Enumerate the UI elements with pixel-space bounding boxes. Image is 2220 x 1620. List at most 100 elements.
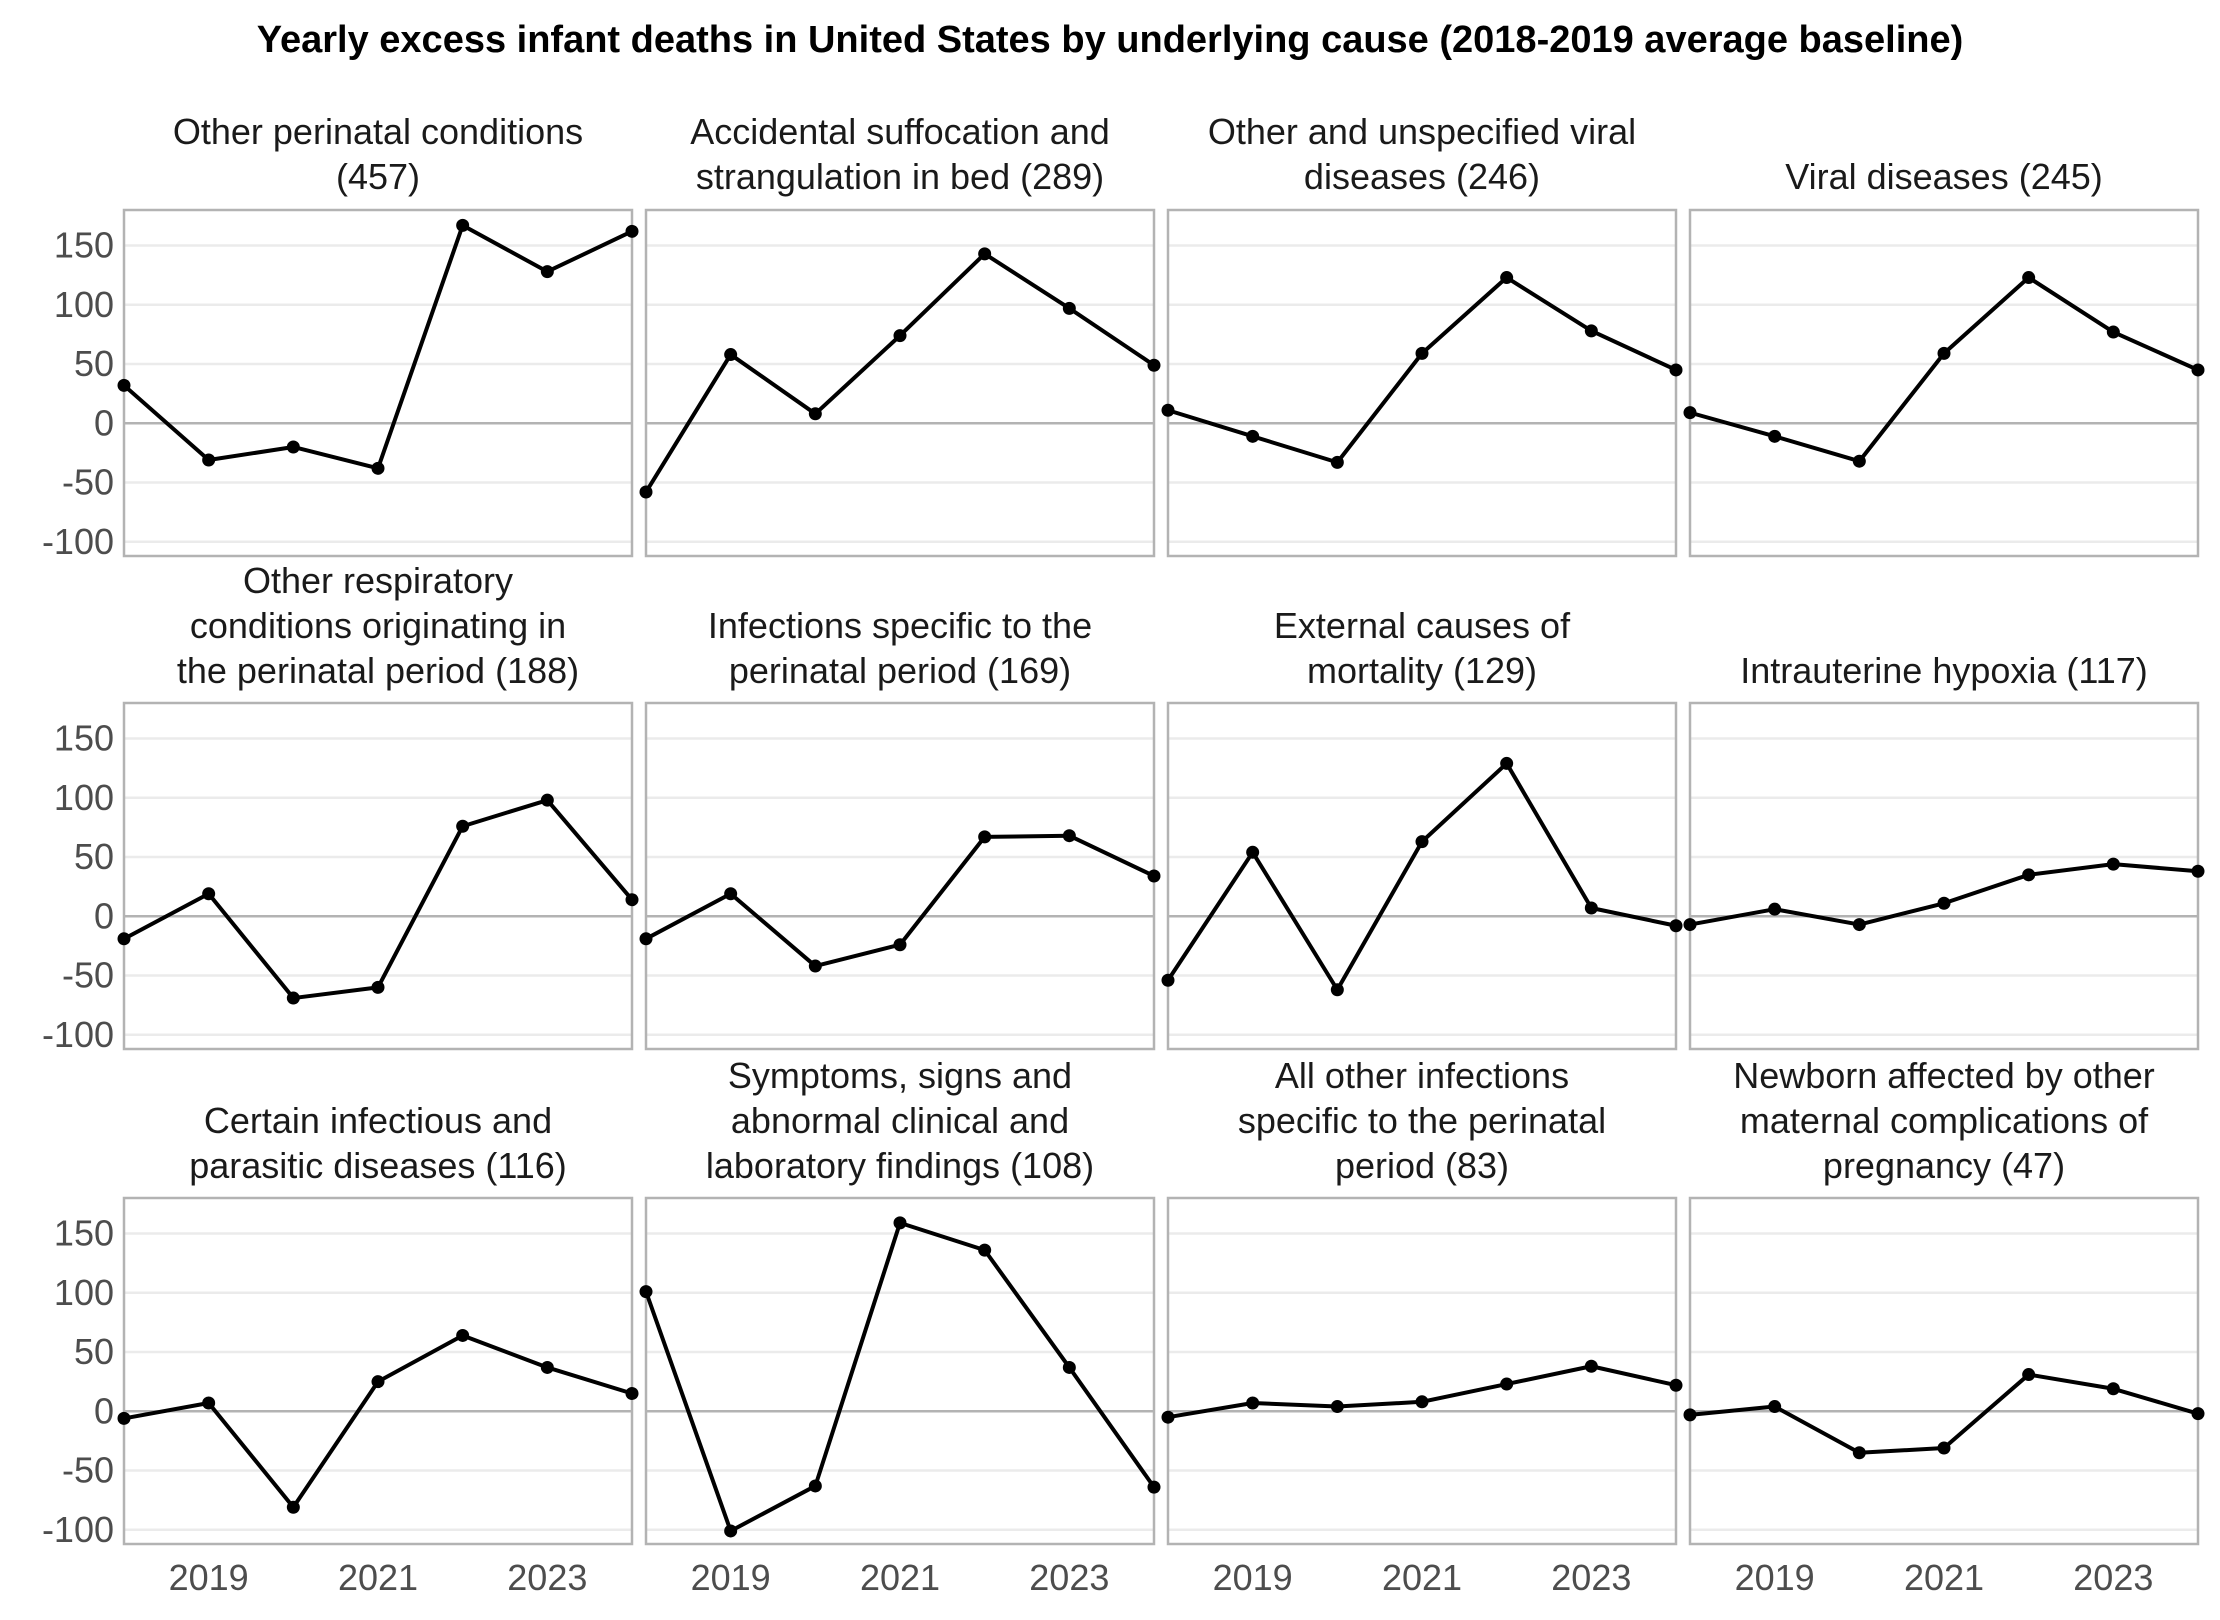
data-point [639, 1285, 653, 1299]
data-point [371, 461, 385, 475]
data-point [1683, 406, 1697, 420]
panel-title-line: specific to the perinatal [1238, 1100, 1606, 1141]
y-tick-label: -100 [42, 521, 114, 562]
data-point [2191, 1407, 2205, 1421]
panels-layer: Other perinatal conditions(457) 150 100 50 0… [42, 111, 2205, 1598]
data-point [1161, 973, 1175, 987]
data-point [1330, 983, 1344, 997]
x-tick-label: 2023 [1029, 1557, 1109, 1598]
series-line [1689, 1372, 2199, 1455]
data-point [1147, 1480, 1161, 1494]
data-point [1768, 1400, 1782, 1414]
data-point [1147, 358, 1161, 372]
data-point [1062, 301, 1076, 315]
data-point [117, 932, 131, 946]
panel-border [122, 701, 634, 1051]
panel-title-line: Other respiratory [243, 560, 513, 601]
x-tick-label: 2019 [691, 1557, 771, 1598]
panel-title-line: Infections specific to the [708, 605, 1092, 646]
series-line [1167, 1364, 1677, 1420]
panel-title-line: strangulation in bed (289) [696, 156, 1104, 197]
data-point [978, 1243, 992, 1257]
panel-title-line: parasitic diseases (116) [189, 1145, 567, 1186]
data-point [2022, 868, 2036, 882]
panel-border [1166, 1196, 1678, 1546]
data-point [1062, 829, 1076, 843]
y-tick-label: 0 [94, 402, 114, 443]
panel-title-line: Certain infectious and [204, 1100, 552, 1141]
panel-border [122, 1196, 634, 1546]
data-point [1937, 346, 1951, 360]
data-point [117, 1411, 131, 1425]
data-point [978, 247, 992, 261]
panel-title-line: Symptoms, signs and [728, 1055, 1072, 1096]
panel-border [1688, 208, 2200, 558]
y-tick-label: 0 [94, 1390, 114, 1431]
data-point [2191, 363, 2205, 377]
y-tick-label: -100 [42, 1014, 114, 1055]
data-point [540, 1360, 554, 1374]
data-point [1683, 918, 1697, 932]
y-tick-label: 50 [74, 1331, 114, 1372]
data-point [1669, 363, 1683, 377]
data-point [1937, 1441, 1951, 1455]
series-line [644, 251, 1156, 494]
data-point [808, 1479, 822, 1493]
x-tick-label: 2019 [1213, 1557, 1293, 1598]
x-tick-label: 2021 [860, 1557, 940, 1598]
panel-border [1688, 701, 2200, 1051]
data-point [286, 1500, 300, 1514]
data-point [808, 407, 822, 421]
panel-border [1166, 208, 1678, 558]
data-point [202, 1396, 216, 1410]
y-tick-label: 150 [54, 225, 114, 266]
data-point [1669, 919, 1683, 933]
data-point [625, 893, 639, 907]
data-point [202, 453, 216, 467]
panel-title-line: pregnancy (47) [1823, 1145, 2065, 1186]
data-point [1415, 1395, 1429, 1409]
data-point [2022, 1368, 2036, 1382]
y-tick-label: -50 [62, 462, 114, 503]
data-point [724, 1524, 738, 1538]
data-point [1500, 271, 1514, 285]
y-tick-label: -50 [62, 1450, 114, 1491]
panel-title-line: Newborn affected by other [1733, 1055, 2155, 1096]
panel-title-line: Other and unspecified viral [1208, 111, 1636, 152]
series-line [123, 798, 634, 1001]
data-point [625, 224, 639, 238]
data-point [456, 218, 470, 232]
panel-title-line: period (83) [1335, 1145, 1509, 1186]
panel-border [644, 701, 1156, 1051]
data-point [1683, 1408, 1697, 1422]
data-point [1768, 902, 1782, 916]
panel-title-line: External causes of [1274, 605, 1571, 646]
series-line [123, 1333, 633, 1510]
data-point [1500, 756, 1514, 770]
x-tick-label: 2023 [1551, 1557, 1631, 1598]
data-point [1330, 1400, 1344, 1414]
x-tick-label: 2019 [169, 1557, 249, 1598]
panel-border [1688, 1196, 2200, 1546]
panel-title-line: maternal complications of [1740, 1100, 2149, 1141]
data-point [893, 329, 907, 343]
data-point [1246, 845, 1260, 859]
x-tick-label: 2023 [507, 1557, 587, 1598]
panel-title-line: the perinatal period (188) [177, 650, 579, 691]
y-tick-label: 100 [54, 777, 114, 818]
x-tick-label: 2021 [1904, 1557, 1984, 1598]
panel-title-line: perinatal period (169) [729, 650, 1071, 691]
panel-title-line: Other perinatal conditions [173, 111, 583, 152]
x-tick-label: 2023 [2073, 1557, 2153, 1598]
data-point [1161, 403, 1175, 417]
y-tick-label: 50 [74, 343, 114, 384]
series-line [122, 223, 633, 471]
facet-panel: Intrauterine hypoxia (117) [1683, 650, 2205, 1051]
